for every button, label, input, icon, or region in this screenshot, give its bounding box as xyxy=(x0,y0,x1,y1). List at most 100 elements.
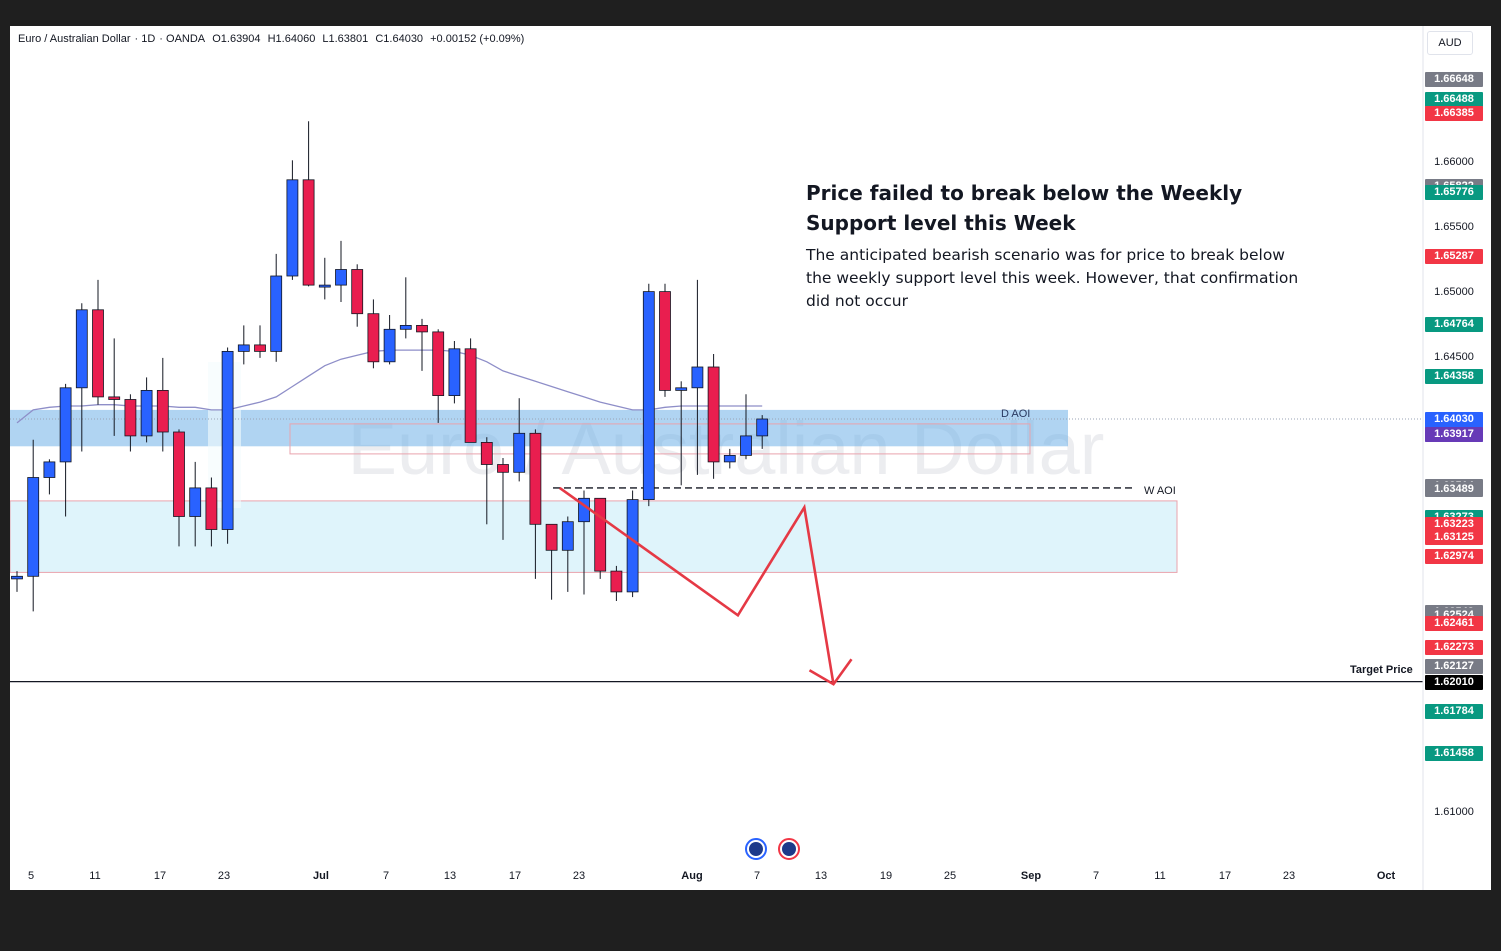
time-tick: Oct xyxy=(1376,870,1396,882)
candle xyxy=(416,318,428,371)
candle xyxy=(221,347,234,544)
candle-body xyxy=(205,487,218,530)
time-tick: 7 xyxy=(1092,870,1100,882)
candle xyxy=(561,516,574,592)
price-tag: 1.66385 xyxy=(1425,105,1483,121)
low-value: L1.63801 xyxy=(322,33,369,45)
candle xyxy=(140,377,153,443)
candle-body xyxy=(237,344,250,352)
candle xyxy=(11,571,23,592)
candle-body xyxy=(318,284,331,288)
candle xyxy=(691,279,704,475)
high-value: H1.64060 xyxy=(267,33,316,45)
candle xyxy=(27,439,40,612)
candle-body xyxy=(756,418,769,437)
candlestick-chart[interactable]: Euro / Australian Dollar xyxy=(10,26,1491,890)
candle-body xyxy=(270,275,283,352)
price-tag: 1.65287 xyxy=(1425,248,1483,264)
candle xyxy=(723,448,736,469)
time-tick: 19 xyxy=(879,870,893,882)
candle-body xyxy=(124,399,137,437)
price-tag: 1.66648 xyxy=(1425,71,1483,87)
candle-body xyxy=(302,179,315,286)
candle xyxy=(237,325,250,365)
candle-body xyxy=(367,313,380,363)
candle-body xyxy=(740,435,752,456)
interval: 1D xyxy=(141,33,156,45)
candle-body xyxy=(513,432,526,473)
candle-body xyxy=(108,396,121,400)
candle-body xyxy=(675,387,688,391)
candle xyxy=(610,565,623,601)
candle xyxy=(205,477,218,547)
price-tick: 1.65000 xyxy=(1434,285,1474,298)
candle xyxy=(59,383,72,517)
candle xyxy=(286,160,299,280)
exchange: OANDA xyxy=(166,33,206,45)
candle xyxy=(675,381,688,486)
projection-arrow xyxy=(558,486,835,685)
symbol-header[interactable]: Euro / Australian Dollar · 1D · OANDA O1.6… xyxy=(18,33,525,45)
candle-body xyxy=(59,387,72,463)
time-tick: 17 xyxy=(508,870,522,882)
candle xyxy=(642,283,655,507)
candle-body xyxy=(626,499,639,593)
time-tick: 11 xyxy=(89,870,101,882)
candle xyxy=(480,437,493,525)
candle-body xyxy=(432,331,445,396)
candle xyxy=(75,303,88,452)
price-tick: 1.66000 xyxy=(1434,155,1474,168)
candle-body xyxy=(448,348,461,396)
candle-body xyxy=(529,432,542,525)
candle xyxy=(448,341,461,404)
candle-body xyxy=(691,366,704,389)
candle-body xyxy=(27,477,40,577)
price-tag: 1.62010 xyxy=(1425,674,1483,690)
time-tick: 5 xyxy=(27,870,35,882)
time-tick: 7 xyxy=(382,870,390,882)
candle-body xyxy=(497,464,509,473)
candle xyxy=(594,497,607,579)
price-tag: 1.62127 xyxy=(1425,659,1483,675)
annotation-box: Price failed to break below the Weekly S… xyxy=(806,178,1306,313)
d-aoi-outline xyxy=(289,423,1031,455)
annotation-body: The anticipated bearish scenario was for… xyxy=(806,246,1299,310)
candle xyxy=(189,461,202,547)
candle-body xyxy=(480,441,493,465)
candle-body xyxy=(11,575,23,580)
candle xyxy=(399,277,412,339)
target-price-label: Target Price xyxy=(1350,663,1413,676)
time-tick: 23 xyxy=(217,870,231,882)
candle xyxy=(626,490,639,598)
candle xyxy=(513,398,526,482)
time-tick: Aug xyxy=(681,870,703,882)
time-tick: 25 xyxy=(943,870,957,882)
price-tag: 1.61458 xyxy=(1425,746,1483,762)
candle xyxy=(545,523,558,600)
price-tag: 1.64764 xyxy=(1425,316,1483,332)
time-tick: Jul xyxy=(313,870,329,882)
candle-body xyxy=(642,291,655,501)
candle xyxy=(367,299,380,369)
candle xyxy=(108,338,121,436)
candle xyxy=(756,415,769,449)
projection-arrowhead xyxy=(808,658,853,686)
candle-body xyxy=(189,487,202,517)
candle xyxy=(254,325,266,358)
candle xyxy=(92,279,104,405)
candle-body xyxy=(610,570,623,593)
candle-body xyxy=(561,521,574,551)
w-aoi-label: W AOI xyxy=(1144,484,1176,497)
candle xyxy=(124,394,137,452)
currency-button[interactable]: AUD xyxy=(1427,31,1473,55)
time-tick: 23 xyxy=(572,870,586,882)
candle-body xyxy=(707,366,720,463)
price-tag: 1.63917 xyxy=(1425,426,1483,442)
candle xyxy=(707,354,720,479)
price-tick: 1.61000 xyxy=(1434,805,1474,818)
price-tag: 1.66488 xyxy=(1425,92,1483,108)
candle-body xyxy=(173,431,185,517)
time-tick: 17 xyxy=(1218,870,1232,882)
price-tag: 1.62974 xyxy=(1425,549,1483,565)
candle-body xyxy=(286,179,299,277)
